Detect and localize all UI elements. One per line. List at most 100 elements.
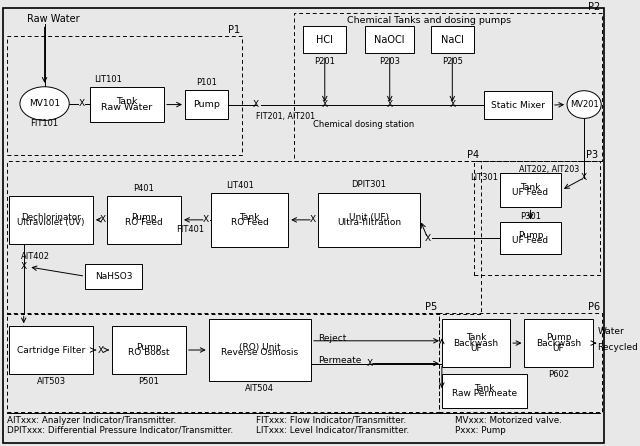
Text: P602: P602 [548,370,569,379]
Text: RO Feed: RO Feed [125,218,163,227]
Bar [303,26,346,53]
Bar [211,193,288,247]
Text: P3: P3 [586,150,598,160]
Bar [431,26,474,53]
Bar [6,36,242,155]
Bar [10,326,93,374]
Text: P401: P401 [132,184,154,193]
Text: Unit (UF): Unit (UF) [349,213,389,222]
Bar [10,196,93,244]
Text: LITxxx: Level Indicator/Transmitter.: LITxxx: Level Indicator/Transmitter. [256,425,409,435]
Text: UF: UF [470,344,482,353]
Text: MV101: MV101 [29,99,60,108]
Text: Tank: Tank [116,97,138,106]
Bar [112,326,186,374]
Text: Raw Water: Raw Water [101,103,153,112]
Bar [442,319,510,367]
Bar [524,319,593,367]
Text: Permeate: Permeate [319,356,362,365]
Text: Static Mixer: Static Mixer [491,100,545,110]
Text: X: X [310,215,316,224]
Text: RO Boost: RO Boost [128,348,170,357]
Bar [317,193,420,247]
Bar [85,264,142,289]
Text: X: X [367,359,373,368]
Text: AIT503: AIT503 [36,377,66,386]
Text: HCl: HCl [316,35,333,45]
Text: DPIT301: DPIT301 [351,180,387,189]
Text: FIT101: FIT101 [31,119,59,128]
Bar [484,91,552,120]
Text: P2: P2 [588,1,600,12]
Text: X: X [424,234,431,243]
Text: Pxxx: Pump: Pxxx: Pump [455,425,506,435]
Text: FITxxx: Flow Indicator/Transmitter.: FITxxx: Flow Indicator/Transmitter. [256,416,406,425]
Text: (RO) Unit: (RO) Unit [239,343,280,352]
Text: Pump: Pump [131,213,157,222]
Bar [107,196,181,244]
Text: FIT401: FIT401 [176,225,204,234]
Ellipse shape [567,91,601,119]
Text: LIT301: LIT301 [470,173,498,182]
Bar [185,90,228,120]
Text: Tank: Tank [474,384,495,393]
Text: X: X [203,215,209,224]
Text: LIT101: LIT101 [95,75,122,84]
Text: P301: P301 [520,212,541,221]
Text: LIT401: LIT401 [227,181,254,190]
Text: MVxxx: Motorized valve.: MVxxx: Motorized valve. [455,416,562,425]
Text: X: X [449,100,456,109]
Text: Raw Water: Raw Water [26,14,79,25]
Text: Reverse Osmosis: Reverse Osmosis [221,348,298,357]
Text: X: X [387,100,393,109]
Text: Pump: Pump [518,231,543,240]
Bar [474,161,600,275]
Text: Chemical dosing station: Chemical dosing station [313,120,414,129]
Text: UF: UF [553,344,564,353]
Text: P203: P203 [380,57,400,66]
Text: X: X [99,215,106,224]
Text: Reject: Reject [319,334,347,343]
Text: NaOCl: NaOCl [374,35,405,45]
Text: Backwash: Backwash [454,339,499,347]
Text: P4: P4 [467,150,479,160]
Text: Ultraviolet (UV): Ultraviolet (UV) [17,218,85,227]
Text: X: X [253,100,259,109]
Bar [294,12,602,161]
Text: Raw Permeate: Raw Permeate [452,389,517,398]
Text: NaCl: NaCl [442,35,464,45]
Bar [90,87,164,122]
Text: Pump: Pump [546,333,572,342]
Bar [500,223,561,254]
Text: AITxxx: Analyzer Indicator/Transmitter.: AITxxx: Analyzer Indicator/Transmitter. [6,416,176,425]
Text: Recycled: Recycled [597,343,638,352]
Text: P6: P6 [588,302,600,312]
Text: X: X [20,262,27,271]
Text: Dechlorinator: Dechlorinator [21,213,81,222]
Text: Tank: Tank [239,213,260,222]
Bar [6,314,439,413]
Bar [500,173,561,207]
Text: UF Feed: UF Feed [513,236,548,245]
Text: UF Feed: UF Feed [513,188,548,198]
Text: Tank: Tank [520,183,541,192]
Text: MV201: MV201 [570,100,598,109]
Text: P501: P501 [138,377,159,386]
Bar [209,319,311,381]
Text: FIT201, AIT201: FIT201, AIT201 [256,112,315,121]
Text: X: X [322,100,328,109]
Text: P5: P5 [425,302,437,312]
Text: AIT402: AIT402 [21,252,50,261]
Bar [6,161,481,314]
Text: P201: P201 [314,57,335,66]
Text: Pump: Pump [136,343,162,352]
Text: X: X [97,346,104,355]
Bar [439,314,602,413]
Text: DPITxxx: Differential Pressure Indicator/Transmitter.: DPITxxx: Differential Pressure Indicator… [6,425,233,435]
Text: X: X [79,99,84,108]
Text: Water: Water [597,327,624,336]
Bar [442,374,527,409]
Bar [365,26,414,53]
Text: Cartridge Filter: Cartridge Filter [17,346,85,355]
Text: X: X [581,173,587,182]
